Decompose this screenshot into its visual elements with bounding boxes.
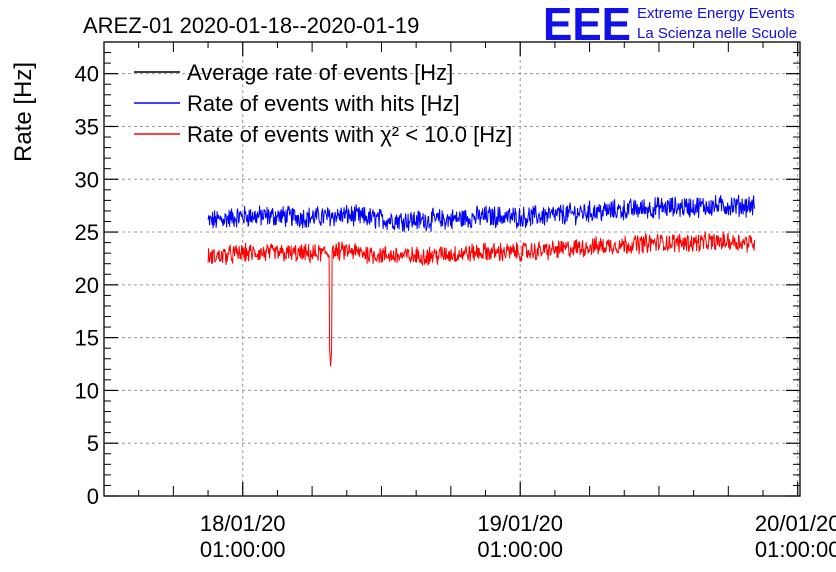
y-tick-label: 10 <box>75 378 99 403</box>
grid-lines <box>104 42 800 496</box>
y-tick-label: 40 <box>75 62 99 87</box>
legend-label-0: Average rate of events [Hz] <box>187 60 453 85</box>
x-tick-label-date: 18/01/20 <box>200 511 286 536</box>
x-tick-label-time: 01:00:00 <box>477 537 563 562</box>
y-tick-label: 30 <box>75 167 99 192</box>
y-tick-label: 0 <box>87 484 99 509</box>
axes: 051015202530354018/01/2001:00:0019/01/20… <box>75 41 836 562</box>
legend-label-2: Rate of events with χ² < 10.0 [Hz] <box>187 122 512 147</box>
x-tick-label-date: 20/01/20 <box>755 511 836 536</box>
eee-logo: EEE Extreme Energy Events La Scienza nel… <box>543 0 797 50</box>
legend-label-1: Rate of events with hits [Hz] <box>187 91 460 116</box>
y-tick-label: 15 <box>75 326 99 351</box>
logo-line-1: Extreme Energy Events <box>637 5 795 22</box>
y-tick-label: 20 <box>75 273 99 298</box>
y-axis-label: Rate [Hz] <box>10 62 37 162</box>
series-line-2 <box>207 231 756 367</box>
plot-frame <box>103 41 801 497</box>
logo-line-2: La Scienza nelle Scuole <box>637 25 797 42</box>
chart-title: AREZ-01 2020-01-18--2020-01-19 <box>83 13 419 38</box>
y-tick-label: 5 <box>87 431 99 456</box>
y-tick-label: 25 <box>75 220 99 245</box>
y-tick-label: 35 <box>75 114 99 139</box>
x-tick-label-time: 01:00:00 <box>755 537 836 562</box>
x-tick-label-date: 19/01/20 <box>477 511 563 536</box>
legend: Average rate of events [Hz] Rate of event… <box>134 60 512 147</box>
series-line-1 <box>207 194 756 232</box>
series-layer <box>207 194 756 367</box>
x-tick-label-time: 01:00:00 <box>200 537 286 562</box>
